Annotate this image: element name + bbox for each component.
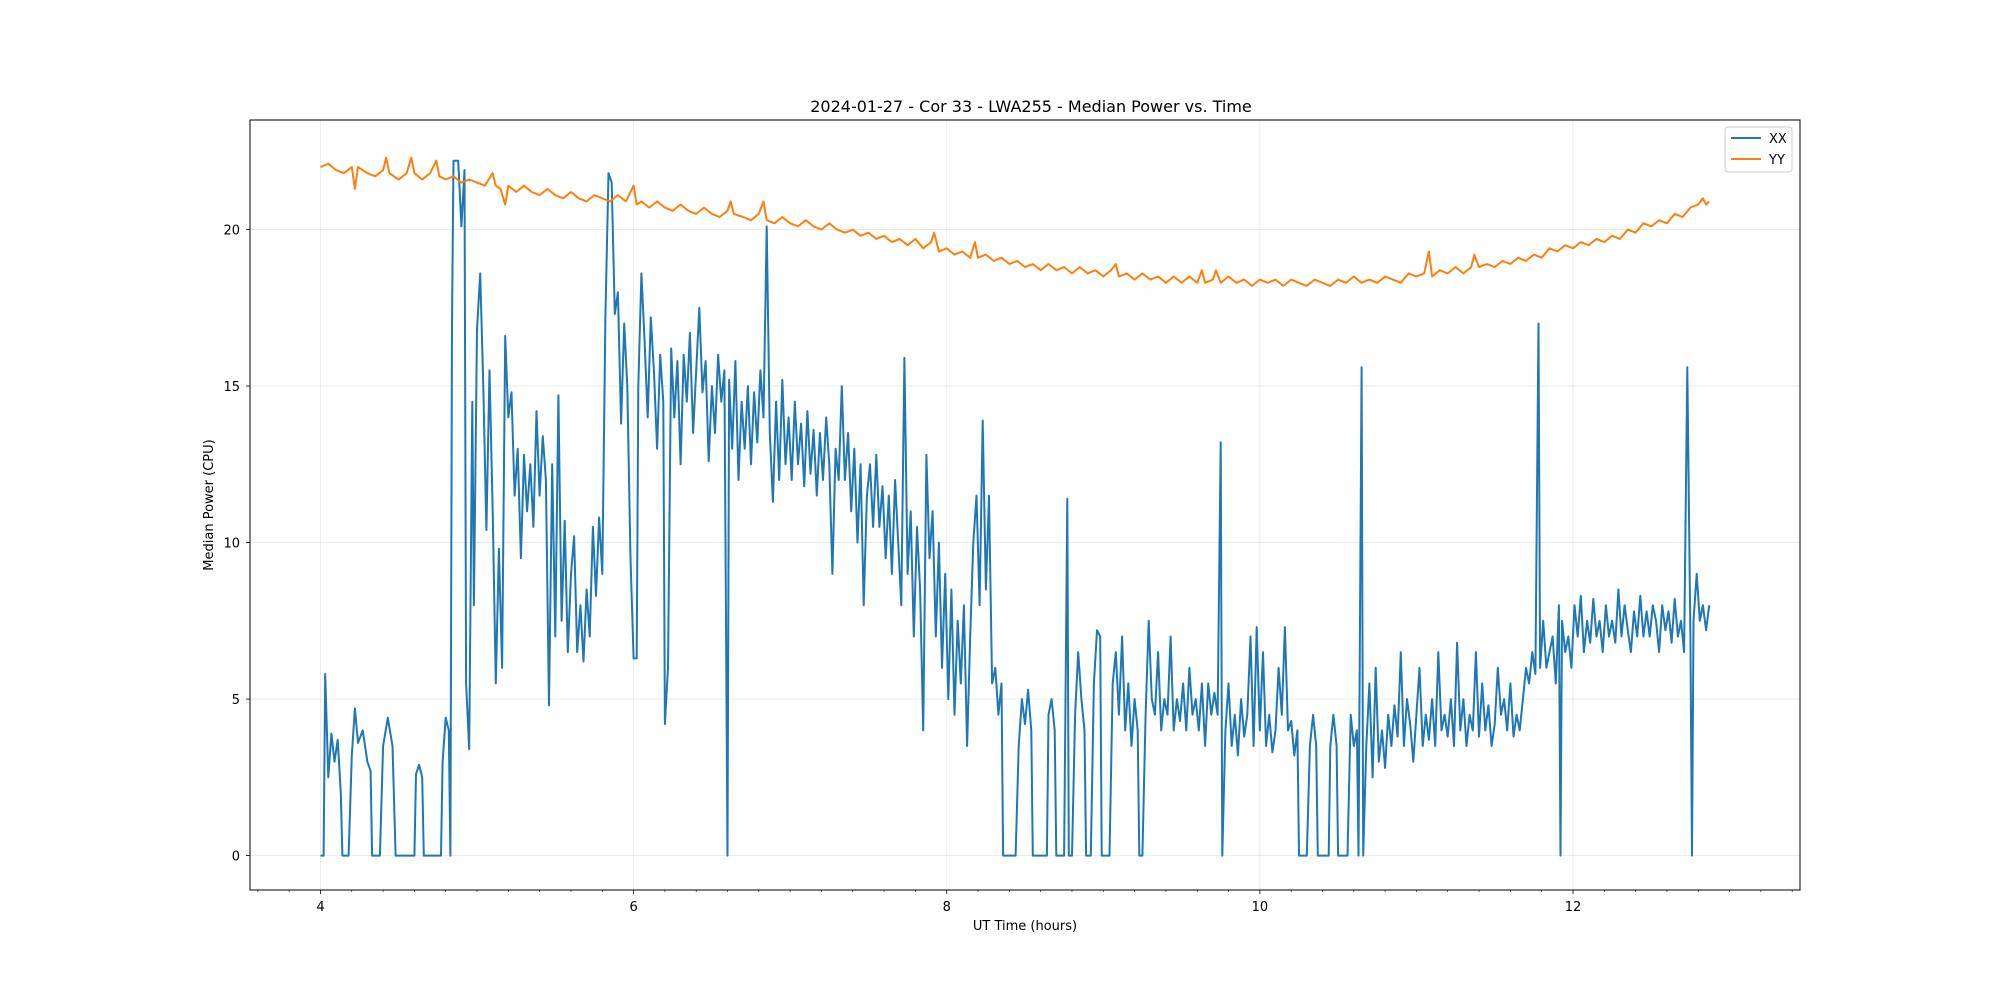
data-series (320, 156, 1711, 857)
x-axis-label: UT Time (hours) (973, 919, 1077, 934)
plot-area (250, 120, 1800, 890)
legend-yy-label: YY (1768, 153, 1785, 168)
y-tick-label-4: 20 (223, 224, 240, 239)
legend: XX YY (1724, 126, 1793, 173)
x-tick-label-2: 8 (943, 900, 951, 915)
y-tick-label-3: 15 (223, 380, 240, 395)
legend-xx-label: XX (1769, 132, 1787, 147)
chart-title: 2024-01-27 - Cor 33 - LWA255 - Median Po… (810, 97, 1252, 116)
x-tick-label-0: 4 (316, 900, 324, 915)
y-tick-label-1: 5 (232, 693, 240, 708)
plot-frame (249, 119, 1801, 891)
x-tick-label-4: 12 (1565, 900, 1582, 915)
series-yy-line (320, 156, 1710, 287)
y-tick-label-0: 0 (232, 850, 240, 865)
y-axis-label: Median Power (CPU) (202, 439, 217, 570)
y-axis: 0 5 10 15 20 (223, 224, 250, 865)
y-tick-label-2: 10 (223, 537, 240, 552)
series-xx-line (320, 159, 1711, 857)
x-tick-label-3: 10 (1252, 900, 1269, 915)
x-tick-label-1: 6 (629, 900, 637, 915)
x-axis: 4 6 8 10 12 (257, 890, 1793, 915)
